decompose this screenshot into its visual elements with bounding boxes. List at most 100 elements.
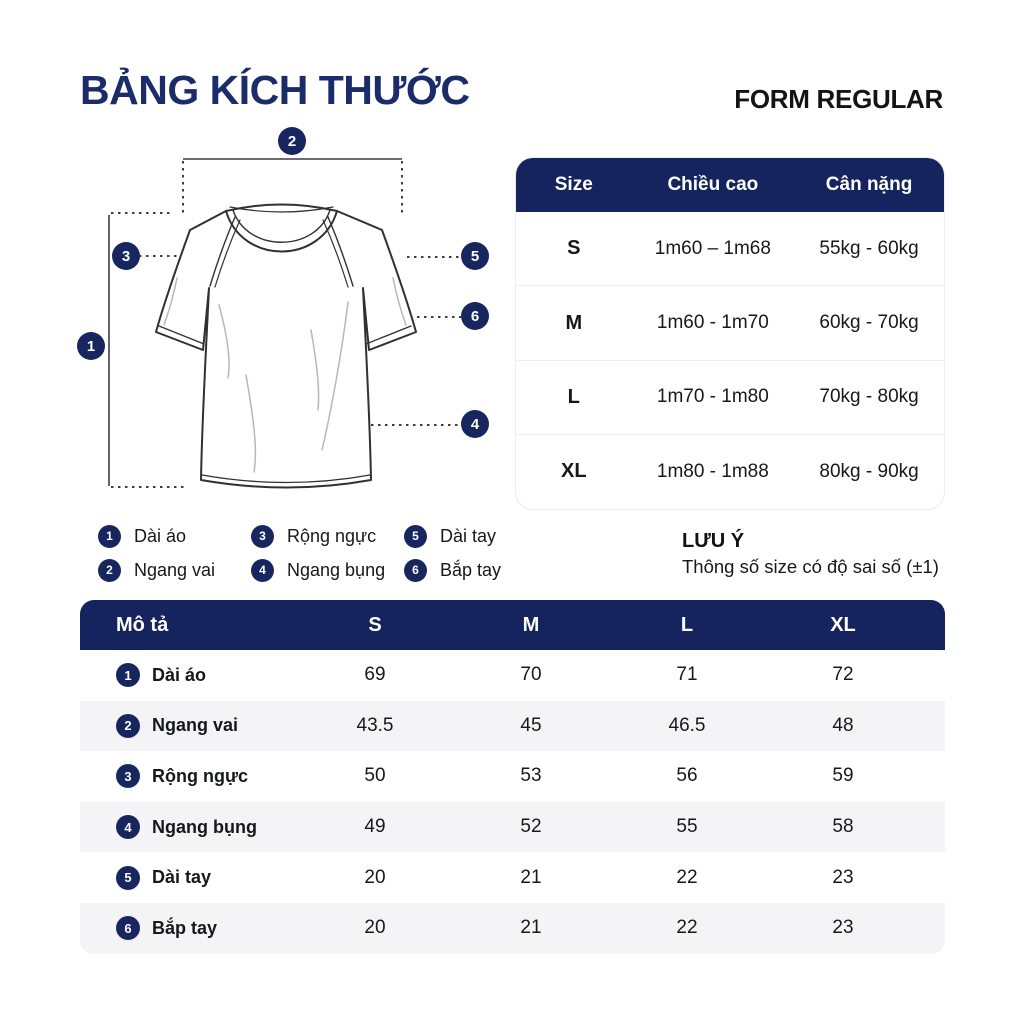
measurement-value-cell: 23 xyxy=(832,866,854,888)
size-cell: S xyxy=(567,237,581,260)
measurement-value-cell: 55 xyxy=(676,816,698,838)
legend-item-label: Dài tay xyxy=(440,525,497,546)
measurement-value-cell: 22 xyxy=(676,866,698,888)
measurement-value-cell: 45 xyxy=(520,714,542,736)
legend-item-label: Ngang bụng xyxy=(287,559,386,580)
measurement-table-row: 6 Bắp tay 20 21 22 23 xyxy=(80,902,945,954)
legend-marker-badge: 3 xyxy=(251,524,274,548)
legend-item: 5 Dài tay xyxy=(404,519,501,553)
measurement-value-cell: 46.5 xyxy=(668,714,706,736)
measurement-value-cell: 50 xyxy=(364,765,386,787)
measurement-row-label-cell: 4 Ngang bụng xyxy=(80,815,297,840)
measurement-table-row: 2 Ngang vai 43.5 45 46.5 48 xyxy=(80,700,945,752)
measurement-value-cell: 52 xyxy=(520,816,542,838)
diagram-marker-6: 6 xyxy=(461,302,489,330)
row-marker-badge: 5 xyxy=(116,865,140,890)
measurement-value-cell: 53 xyxy=(520,765,542,787)
legend-item-label: Dài áo xyxy=(134,525,187,546)
measurement-row-label: Dài áo xyxy=(152,664,207,685)
measurement-value-cell: 56 xyxy=(676,765,698,787)
measurement-table-header-m: M xyxy=(522,613,540,636)
weight-cell: 55kg - 60kg xyxy=(819,237,919,259)
measurement-value-cell: 71 xyxy=(676,664,698,686)
legend-item-label: Rộng ngực xyxy=(287,525,377,546)
measurement-table-header-xl: XL xyxy=(830,613,856,636)
legend-marker-badge: 1 xyxy=(98,524,121,548)
size-table: Size Chiều cao Cân nặng S 1m60 – 1m68 55kg… xyxy=(515,157,945,510)
size-cell: L xyxy=(567,385,580,408)
weight-cell: 80kg - 90kg xyxy=(819,460,919,482)
measurement-row-label: Ngang bụng xyxy=(152,816,257,837)
legend-item: 2 Ngang vai xyxy=(98,553,251,587)
diagram-marker-4: 4 xyxy=(461,410,489,438)
measurement-value-cell: 23 xyxy=(832,917,854,939)
size-cell: XL xyxy=(560,460,587,483)
measurement-value-cell: 58 xyxy=(832,816,854,838)
page-title: BẢNG KÍCH THƯỚC xyxy=(80,67,470,113)
size-table-row: XL 1m80 - 1m88 80kg - 90kg xyxy=(516,434,944,508)
note-text: Thông số size có độ sai số (±1) xyxy=(682,556,939,577)
diagram-marker-5: 5 xyxy=(461,242,489,270)
weight-cell: 70kg - 80kg xyxy=(819,386,919,408)
row-marker-badge: 4 xyxy=(116,815,140,840)
size-table-row: L 1m70 - 1m80 70kg - 80kg xyxy=(516,359,944,434)
measurement-value-cell: 48 xyxy=(832,714,854,736)
legend-item-label: Ngang vai xyxy=(134,559,216,580)
diagram-marker-2: 2 xyxy=(278,127,306,155)
measurement-value-cell: 69 xyxy=(364,664,386,686)
measurement-table-row: 1 Dài áo 69 70 71 72 xyxy=(80,650,945,701)
legend-marker-badge: 6 xyxy=(404,558,427,582)
measurement-row-label-cell: 5 Dài tay xyxy=(80,865,297,890)
height-cell: 1m60 – 1m68 xyxy=(654,237,771,259)
row-marker-badge: 1 xyxy=(116,663,140,688)
legend-marker-badge: 5 xyxy=(404,524,427,548)
weight-cell: 60kg - 70kg xyxy=(819,312,919,334)
size-cell: M xyxy=(565,311,583,334)
measurement-value-cell: 21 xyxy=(520,917,542,939)
measurement-value-cell: 21 xyxy=(520,866,542,888)
measurement-row-label-cell: 2 Ngang vai xyxy=(80,713,297,738)
measurement-value-cell: 20 xyxy=(364,866,386,888)
measurement-value-cell: 59 xyxy=(832,765,854,787)
legend-marker-badge: 4 xyxy=(251,558,274,582)
note-title: LƯU Ý xyxy=(682,530,745,552)
height-cell: 1m60 - 1m70 xyxy=(656,312,769,334)
measurement-table-row: 4 Ngang bụng 49 52 55 58 xyxy=(80,801,945,853)
legend-item-label: Bắp tay xyxy=(440,559,502,580)
measurement-table-row: 5 Dài tay 20 21 22 23 xyxy=(80,852,945,903)
form-label: FORM REGULAR xyxy=(734,84,943,114)
legend-marker-badge: 2 xyxy=(98,558,121,582)
row-marker-badge: 2 xyxy=(116,713,140,738)
size-table-header-weight: Cân nặng xyxy=(825,174,913,195)
height-cell: 1m70 - 1m80 xyxy=(656,386,769,408)
row-marker-badge: 3 xyxy=(116,764,140,789)
measurement-row-label: Rộng ngực xyxy=(152,765,249,786)
row-marker-badge: 6 xyxy=(116,916,140,941)
size-table-header-height: Chiều cao xyxy=(667,174,759,195)
measurement-value-cell: 72 xyxy=(832,664,854,686)
diagram-marker-1: 1 xyxy=(77,332,105,360)
tshirt-line-art-icon xyxy=(108,158,461,489)
measurement-value-cell: 20 xyxy=(364,917,386,939)
height-cell: 1m80 - 1m88 xyxy=(656,460,769,482)
measurement-table-header-s: S xyxy=(368,613,382,636)
measurement-value-cell: 70 xyxy=(520,664,542,686)
diagram-marker-3: 3 xyxy=(112,242,140,270)
measurement-value-cell: 22 xyxy=(676,917,698,939)
measurement-value-cell: 49 xyxy=(364,816,386,838)
measurement-table: Mô tả S M L XL 1 Dài áo 69 70 71 72 2 Ngang vai… xyxy=(80,600,945,954)
measurement-row-label-cell: 1 Dài áo xyxy=(80,663,297,688)
tshirt-diagram: 1 2 3 4 5 6 xyxy=(60,120,510,520)
measurement-row-label-cell: 3 Rộng ngực xyxy=(80,764,297,789)
measurement-table-header-label: Mô tả xyxy=(116,613,169,636)
size-table-row: M 1m60 - 1m70 60kg - 70kg xyxy=(516,285,944,359)
measurement-row-label: Dài tay xyxy=(152,867,212,888)
measurement-row-label: Bắp tay xyxy=(152,917,218,938)
measurement-row-label: Ngang vai xyxy=(152,715,239,736)
measurement-table-header: Mô tả S M L XL xyxy=(80,600,945,650)
measurement-row-label-cell: 6 Bắp tay xyxy=(80,916,297,941)
legend-item: 1 Dài áo xyxy=(98,519,251,553)
size-table-header-size: Size xyxy=(554,174,593,195)
legend-item: 3 Rộng ngực xyxy=(251,519,404,553)
